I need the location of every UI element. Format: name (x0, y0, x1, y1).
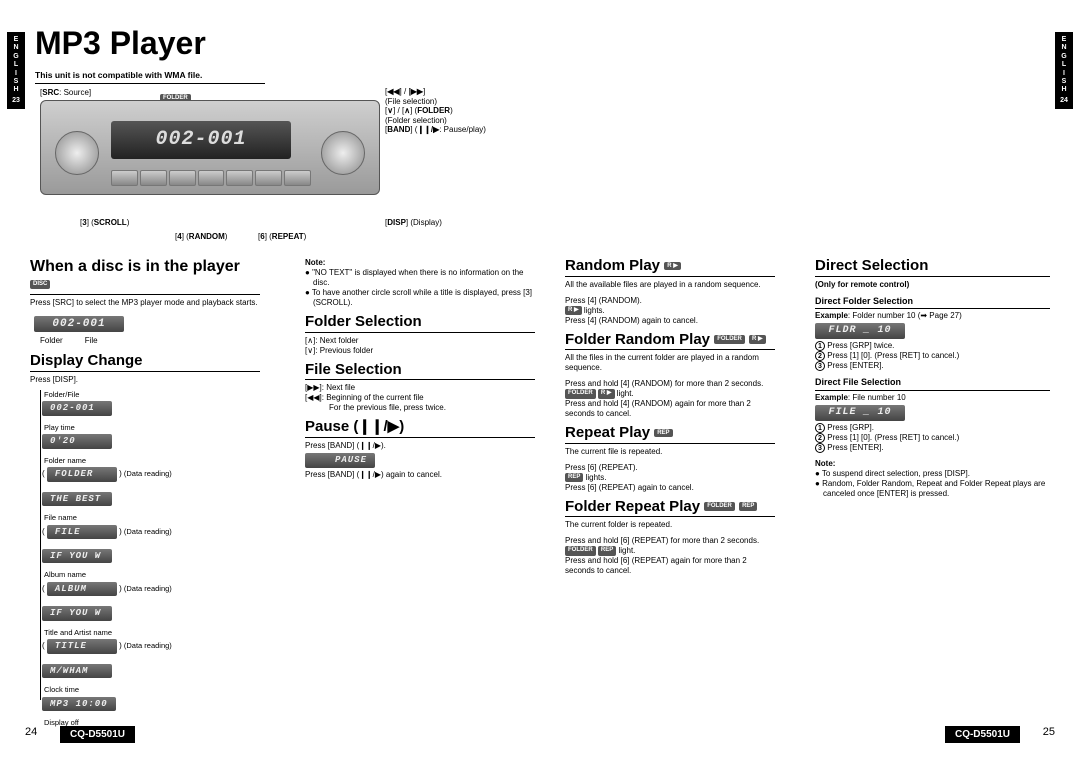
h-random: Random Play R ▶ (565, 258, 775, 277)
model-badge-right: CQ-D5501U (945, 726, 1020, 743)
callout-disp: [DISP] (Display) (385, 218, 442, 228)
h-folder-random: Folder Random Play FOLDER R ▶ (565, 332, 775, 351)
h-repeat: Repeat Play REP (565, 425, 775, 444)
col-2: Note: ● "NO TEXT" is displayed when ther… (305, 258, 535, 486)
h-disp-change: Display Change (30, 353, 260, 372)
side-tab-left: ENGLISH 23 (7, 32, 25, 109)
page-num-right: 25 (1043, 726, 1055, 738)
h-folder-repeat: Folder Repeat Play FOLDER REP (565, 499, 775, 518)
disp-arrow-line (40, 390, 41, 700)
h-pause: Pause (❙❙/▶) (305, 419, 535, 438)
radio-display: 002-001 (111, 121, 291, 159)
folder-file-fig: 002-001 FolderFile (34, 314, 260, 345)
page-num-left: 24 (25, 726, 37, 738)
side-tab-right: ENGLISH 24 (1055, 32, 1073, 109)
col-3: Random Play R ▶ All the available files … (565, 258, 775, 582)
model-badge-left: CQ-D5501U (60, 726, 135, 743)
h-folder-sel: Folder Selection (305, 314, 535, 333)
disc-body: Press [SRC] to select the MP3 player mod… (30, 298, 260, 308)
callout-repeat: [6] (REPEAT) (258, 232, 306, 242)
page-title: MP3 Player (35, 25, 206, 62)
h-direct: Direct Selection (815, 258, 1050, 277)
callout-right-group: [◀◀] / [▶▶](File selection) [∨] / [∧] (F… (385, 87, 486, 135)
callout-random: [4] (RANDOM) (175, 232, 227, 242)
callout-scroll: [3] (SCROLL) (80, 218, 129, 228)
col-4: Direct Selection (Only for remote contro… (815, 258, 1050, 505)
callout-src: [SRC: Source] (40, 88, 91, 98)
incompat-note: This unit is not compatible with WMA fil… (35, 70, 202, 80)
col-1: When a disc is in the player DISC Press … (30, 258, 260, 733)
disp-list: Folder/File002-001Play time0'20Folder na… (30, 391, 260, 728)
disp-press: Press [DISP]. (30, 375, 260, 385)
radio-unit: 002-001 (40, 100, 380, 195)
h-disc: When a disc is in the player DISC (30, 258, 260, 295)
h-file-sel: File Selection (305, 362, 535, 381)
